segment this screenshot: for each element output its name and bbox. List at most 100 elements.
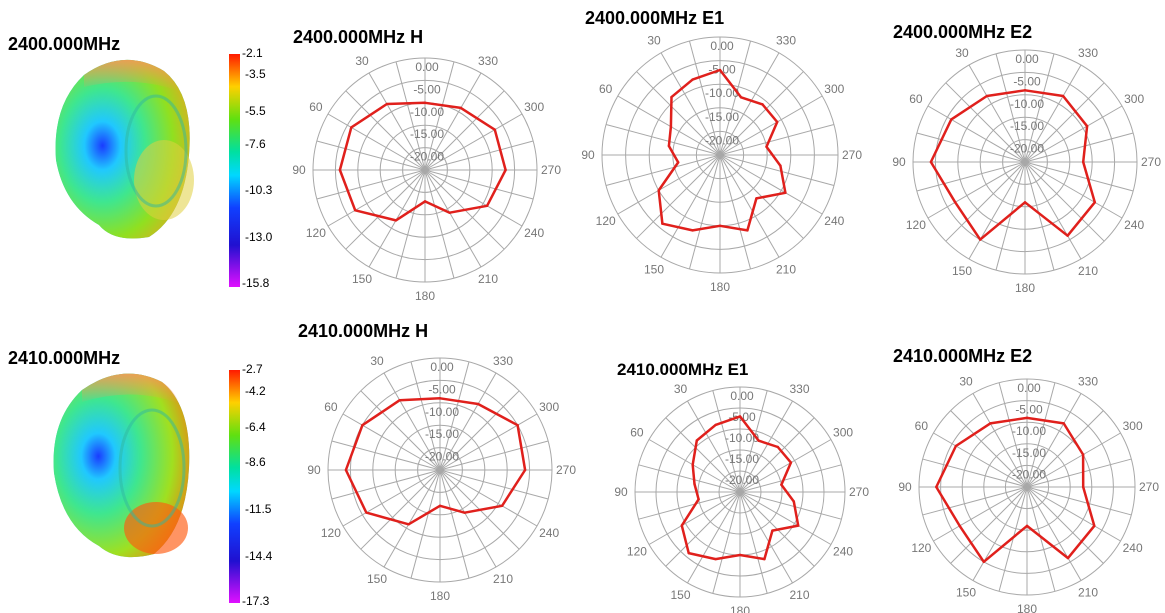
- polar-angle-tick: 330: [478, 54, 498, 68]
- polar-grid-spoke: [916, 161, 1026, 192]
- polar-data-point: [982, 560, 985, 564]
- row1-colorbar: [229, 54, 240, 287]
- polar-radial-tick: 0.00: [1017, 381, 1041, 395]
- polar-angle-tick: 180: [1017, 602, 1037, 613]
- polar-data-point: [697, 498, 700, 501]
- polar-data-point: [361, 424, 364, 427]
- polar-grid-spoke: [439, 469, 538, 527]
- polar-radial-tick: -10.00: [725, 431, 759, 445]
- polar-grid-spoke: [368, 72, 426, 171]
- polar-grid-spoke: [916, 132, 1026, 163]
- polar-radial-tick: -15.00: [725, 452, 759, 466]
- polar-data-point: [1082, 160, 1085, 164]
- polar-grid-spoke: [617, 95, 721, 156]
- polar-grid-spoke: [998, 382, 1028, 488]
- row2-colorbar: [229, 370, 240, 603]
- polar-grid-spoke: [395, 61, 426, 171]
- polar-grid-spoke: [617, 154, 721, 215]
- polar-radial-tick: -5.00: [1013, 74, 1041, 88]
- polar-data-point: [985, 94, 989, 98]
- row2-colorbar-tick: -8.6: [245, 455, 266, 469]
- polar-grid-spoke: [1024, 105, 1123, 163]
- polar-data-point: [718, 224, 722, 227]
- polar-angle-tick: 330: [1078, 374, 1098, 388]
- polar-angle-tick: 210: [1078, 264, 1098, 278]
- polar-chart-4: 30 60 90 120 150 180 210 240 270 300 330 0.00 -5.00 -…: [614, 382, 869, 613]
- polar-data-point: [485, 204, 489, 208]
- polar-data-point: [738, 553, 742, 557]
- polar-data-point: [761, 103, 764, 106]
- polar-grid-spoke: [424, 169, 523, 227]
- polar-data-point: [789, 461, 793, 464]
- polar-grid-spoke: [972, 393, 1028, 488]
- polar-data-point: [669, 125, 673, 128]
- polar-grid-spoke: [1024, 161, 1134, 192]
- polar-grid-spoke: [739, 491, 793, 584]
- polar-data-point: [738, 415, 742, 418]
- row2-colorbar-tick: -6.4: [245, 420, 266, 434]
- polar-grid-spoke: [945, 82, 1026, 163]
- polar-data-point: [680, 524, 684, 527]
- row2-colorbar-tick: -11.5: [245, 502, 272, 516]
- polar-angle-tick: 240: [824, 214, 844, 228]
- polar-data-point: [739, 96, 743, 99]
- polar-grid-spoke: [1026, 486, 1132, 516]
- polar-data-point: [695, 439, 699, 442]
- polar-angle-tick: 270: [541, 163, 561, 177]
- polar-data-point: [385, 102, 389, 106]
- polar-angle-tick: 150: [644, 262, 664, 276]
- polar-grid-spoke: [968, 64, 1026, 163]
- polar-data-point: [746, 229, 749, 232]
- polar-angle-tick: 240: [1124, 218, 1144, 232]
- polar-data-point: [523, 468, 527, 472]
- polar-grid-spoke: [719, 52, 780, 156]
- polar-grid-spoke: [1024, 161, 1082, 260]
- polar-data-point: [779, 164, 782, 167]
- polar-grid-spoke: [739, 491, 842, 520]
- polar-angle-tick: 150: [956, 586, 976, 600]
- polar-data-point: [1081, 485, 1085, 489]
- polar-grid-spoke: [410, 469, 441, 579]
- polar-grid-spoke: [739, 390, 768, 493]
- polar-angle-tick: 30: [355, 54, 369, 68]
- row1-colorbar-tick: -7.6: [245, 137, 266, 151]
- polar-data-point: [718, 68, 722, 72]
- polar-data-point: [1023, 201, 1027, 204]
- polar-data-point: [516, 424, 519, 427]
- polar-angle-tick: 30: [370, 354, 384, 368]
- polar-angle-tick: 330: [493, 354, 513, 368]
- polar-grid-spoke: [995, 161, 1026, 271]
- row2-colorbar-tick: -17.3: [242, 594, 270, 608]
- polar-grid-spoke: [719, 40, 752, 156]
- polar-data-point: [500, 504, 504, 508]
- polar-data-point: [353, 209, 357, 212]
- polar-data-point: [776, 445, 779, 449]
- polar-grid-spoke: [383, 469, 441, 568]
- polar-data-point: [691, 78, 694, 81]
- polar-grid-spoke: [1026, 432, 1121, 488]
- polar-angle-tick: 270: [556, 463, 576, 477]
- polar-grid-spoke: [1026, 486, 1082, 581]
- polar-data-point: [1093, 524, 1096, 528]
- polar-data-point: [661, 222, 664, 225]
- polar-radial-tick: -5.00: [428, 382, 456, 396]
- polar-grid-spoke: [998, 486, 1028, 592]
- polar-radial-tick: -10.00: [425, 405, 459, 419]
- polar-angle-tick: 180: [710, 280, 730, 294]
- polar-plot-title: 2400.000MHz H: [293, 27, 424, 47]
- polar-radial-tick: -20.00: [725, 473, 759, 487]
- polar-plot-title: 2410.000MHz H: [298, 321, 429, 341]
- polar-chart-5: 30 60 90 120 150 180 210 240 270 300 330 0.00 -5.00 -…: [898, 374, 1159, 613]
- polar-angle-tick: 210: [776, 262, 796, 276]
- polar-grid-spoke: [1026, 486, 1121, 542]
- polar-angle-tick: 300: [824, 82, 844, 96]
- row1-colorbar-tick: -3.5: [245, 67, 266, 81]
- polar-radial-tick: -15.00: [1010, 119, 1044, 133]
- polar-data-point: [1062, 422, 1065, 425]
- row2-frequency-label: 2410.000MHz: [8, 348, 121, 368]
- polar-grid-spoke: [712, 491, 741, 594]
- polar-grid-spoke: [424, 90, 505, 171]
- polar-data-point: [1025, 416, 1029, 420]
- polar-data-point: [714, 557, 717, 561]
- polar-grid-spoke: [739, 464, 842, 493]
